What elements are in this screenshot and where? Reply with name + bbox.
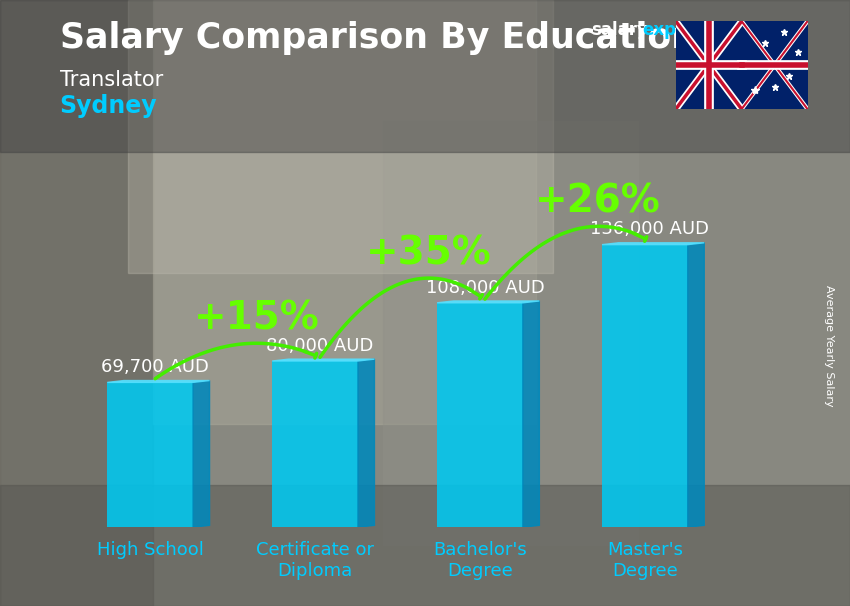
Bar — [0, 485, 850, 606]
FancyBboxPatch shape — [437, 303, 523, 527]
Polygon shape — [193, 381, 210, 527]
Text: +35%: +35% — [366, 235, 491, 273]
Text: salary: salary — [591, 21, 648, 39]
FancyBboxPatch shape — [602, 245, 688, 527]
Text: 136,000 AUD: 136,000 AUD — [591, 221, 710, 238]
Bar — [128, 0, 552, 273]
Polygon shape — [437, 301, 540, 303]
Text: explorer: explorer — [643, 21, 722, 39]
Bar — [153, 0, 536, 424]
Polygon shape — [107, 381, 210, 382]
Polygon shape — [523, 301, 540, 527]
Bar — [0, 0, 153, 606]
Text: Translator: Translator — [60, 70, 162, 90]
Polygon shape — [602, 243, 705, 245]
Polygon shape — [358, 359, 375, 527]
Text: Average Yearly Salary: Average Yearly Salary — [824, 285, 834, 406]
Polygon shape — [272, 359, 375, 361]
Bar — [0, 0, 850, 152]
Text: +15%: +15% — [194, 300, 320, 338]
Text: 80,000 AUD: 80,000 AUD — [266, 337, 374, 355]
Polygon shape — [688, 243, 705, 527]
Text: .com: .com — [708, 21, 753, 39]
Text: Sydney: Sydney — [60, 94, 157, 118]
Text: +26%: +26% — [536, 183, 661, 221]
Text: Salary Comparison By Education: Salary Comparison By Education — [60, 21, 695, 55]
FancyBboxPatch shape — [272, 361, 358, 527]
Text: 69,700 AUD: 69,700 AUD — [101, 358, 209, 376]
Bar — [382, 121, 638, 545]
Text: 108,000 AUD: 108,000 AUD — [426, 279, 544, 296]
FancyBboxPatch shape — [107, 382, 193, 527]
